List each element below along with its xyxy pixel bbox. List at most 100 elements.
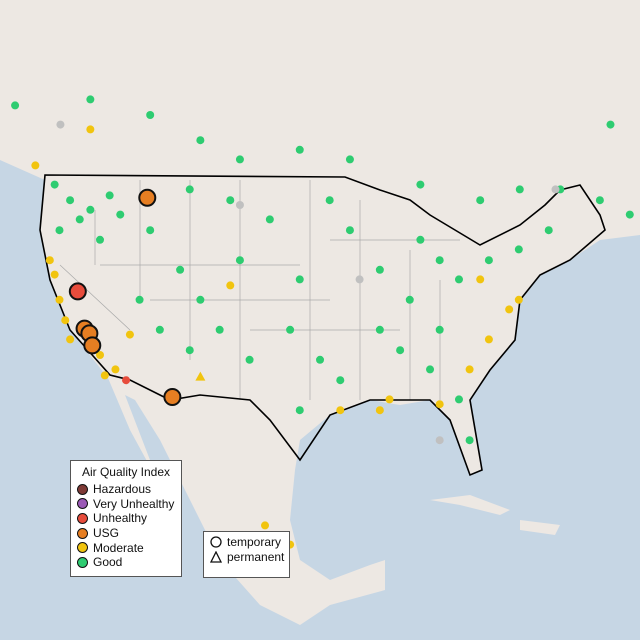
site-marker[interactable]: [146, 226, 155, 235]
site-marker[interactable]: [100, 371, 109, 380]
site-marker[interactable]: [235, 155, 244, 164]
legend-moderate: Moderate: [71, 540, 181, 555]
site-marker[interactable]: [295, 145, 304, 154]
legend-good: Good: [71, 555, 181, 570]
site-marker[interactable]: [125, 330, 134, 339]
site-marker[interactable]: [385, 395, 394, 404]
site-marker[interactable]: [435, 256, 444, 265]
site-marker[interactable]: [196, 295, 205, 304]
site-marker[interactable]: [185, 185, 194, 194]
site-marker[interactable]: [235, 201, 244, 209]
site-marker[interactable]: [625, 210, 634, 219]
site-marker[interactable]: [375, 325, 384, 334]
site-marker[interactable]: [595, 196, 604, 205]
site-marker[interactable]: [265, 215, 274, 224]
site-marker[interactable]: [355, 275, 364, 284]
site-marker[interactable]: [325, 196, 334, 205]
swatch-icon: [77, 483, 88, 495]
site-marker[interactable]: [261, 521, 270, 530]
permanent-site-marker[interactable]: [195, 371, 206, 381]
site-marker[interactable]: [96, 235, 105, 244]
site-marker[interactable]: [226, 281, 235, 290]
site-marker[interactable]: [185, 346, 194, 355]
site-marker[interactable]: [215, 325, 224, 334]
site-marker-large[interactable]: [138, 188, 157, 207]
site-marker[interactable]: [176, 265, 185, 274]
site-marker-large[interactable]: [68, 282, 87, 301]
site-marker[interactable]: [454, 275, 463, 284]
site-marker[interactable]: [515, 185, 524, 194]
site-marker[interactable]: [345, 155, 354, 164]
site-marker[interactable]: [50, 270, 59, 279]
site-marker[interactable]: [286, 325, 295, 334]
site-marker[interactable]: [66, 196, 75, 205]
site-marker[interactable]: [122, 376, 131, 385]
site-marker[interactable]: [105, 191, 114, 200]
site-marker[interactable]: [606, 120, 615, 129]
site-marker[interactable]: [245, 355, 254, 364]
legend-label: permanent: [227, 549, 285, 564]
site-marker[interactable]: [45, 256, 54, 265]
site-marker[interactable]: [514, 295, 523, 304]
site-marker[interactable]: [196, 136, 205, 145]
site-marker[interactable]: [336, 376, 345, 385]
site-marker[interactable]: [295, 275, 304, 284]
site-marker[interactable]: [55, 226, 64, 235]
site-marker[interactable]: [226, 196, 235, 205]
site-marker[interactable]: [135, 295, 144, 304]
legend-label: Hazardous: [93, 482, 152, 497]
site-marker-large[interactable]: [163, 388, 182, 406]
site-marker[interactable]: [155, 325, 164, 334]
site-marker[interactable]: [484, 335, 493, 344]
site-marker[interactable]: [336, 406, 345, 415]
site-marker[interactable]: [375, 265, 384, 274]
site-marker[interactable]: [435, 436, 444, 445]
site-marker[interactable]: [435, 325, 444, 334]
site-marker[interactable]: [96, 351, 105, 359]
land-caribbean: [430, 495, 560, 535]
site-marker[interactable]: [56, 120, 65, 129]
site-marker[interactable]: [55, 295, 64, 304]
site-marker[interactable]: [146, 111, 155, 119]
site-marker[interactable]: [505, 305, 514, 314]
site-marker[interactable]: [61, 316, 70, 325]
site-marker[interactable]: [405, 295, 414, 304]
site-marker[interactable]: [416, 235, 425, 244]
site-marker[interactable]: [426, 365, 435, 374]
site-marker[interactable]: [396, 346, 405, 355]
site-marker[interactable]: [476, 275, 485, 284]
site-marker[interactable]: [116, 210, 125, 219]
site-marker[interactable]: [86, 95, 95, 104]
swatch-icon: [77, 527, 88, 539]
swatch-icon: [77, 542, 88, 554]
site-marker[interactable]: [476, 196, 485, 205]
site-type-legend: temporary permanent: [203, 531, 290, 578]
site-marker[interactable]: [435, 400, 444, 409]
site-marker[interactable]: [31, 161, 40, 170]
site-marker[interactable]: [544, 226, 553, 235]
site-marker[interactable]: [454, 395, 463, 404]
site-marker[interactable]: [50, 180, 59, 189]
site-marker[interactable]: [235, 256, 244, 265]
site-marker[interactable]: [465, 365, 474, 374]
site-marker[interactable]: [316, 355, 325, 364]
legend-label: USG: [93, 526, 120, 541]
site-marker[interactable]: [75, 215, 84, 224]
legend-label: Good: [93, 555, 123, 570]
site-marker[interactable]: [484, 256, 493, 265]
site-marker[interactable]: [551, 185, 560, 194]
site-marker[interactable]: [465, 436, 474, 445]
aqi-legend: Air Quality Index Hazardous Very Unhealth…: [70, 460, 182, 577]
site-marker[interactable]: [86, 125, 95, 134]
site-marker[interactable]: [345, 226, 354, 235]
site-marker[interactable]: [375, 406, 384, 415]
site-marker[interactable]: [66, 335, 75, 344]
site-marker[interactable]: [416, 180, 425, 189]
legend-usg: USG: [71, 526, 181, 541]
site-marker-large[interactable]: [83, 336, 102, 355]
site-marker[interactable]: [86, 205, 95, 214]
site-marker[interactable]: [111, 365, 120, 374]
site-marker[interactable]: [514, 245, 523, 254]
site-marker[interactable]: [11, 101, 20, 110]
site-marker[interactable]: [295, 406, 304, 415]
